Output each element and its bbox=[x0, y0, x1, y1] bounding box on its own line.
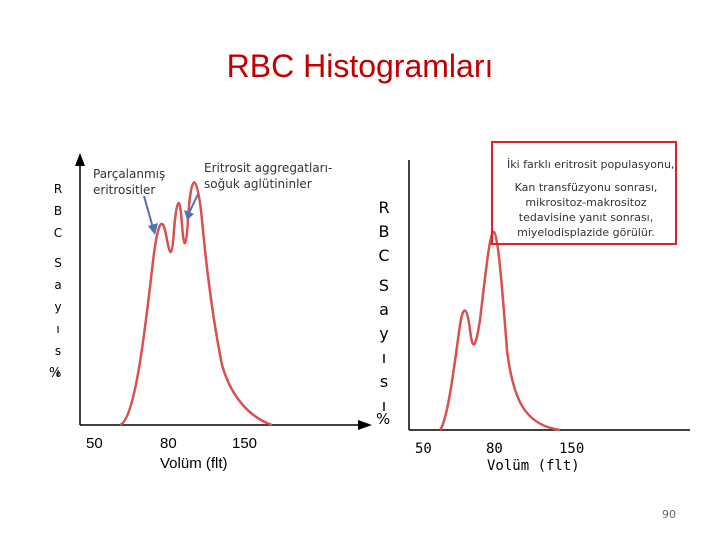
right-ylabel-letter: S bbox=[378, 276, 390, 295]
left-ylabel-letter: B bbox=[53, 204, 63, 218]
page-number: 90 bbox=[662, 508, 676, 521]
right-ylabel-letter: a bbox=[379, 300, 389, 319]
right-ylabel-letter: ı bbox=[381, 396, 387, 415]
aggregates-annotation: Eritrosit aggregatları- soğuk aglütininl… bbox=[204, 161, 333, 191]
left-ylabel-letter: C bbox=[53, 226, 63, 240]
right-y-axis-label: R B C S a y ı s ı bbox=[375, 196, 393, 418]
left-ylabel-letter: y bbox=[54, 300, 62, 314]
left-xtick-150: 150 bbox=[232, 435, 258, 452]
two-populations-detail: Kan transfüzyonu sonrası, mikrositoz-mak… bbox=[514, 181, 658, 239]
right-xtick-80: 80 bbox=[486, 441, 503, 457]
aggregates-arrow-head bbox=[184, 210, 194, 220]
right-xtick-150: 150 bbox=[559, 441, 585, 457]
fragmented-arrow bbox=[143, 195, 154, 229]
left-ylabel-letter: ı bbox=[56, 366, 60, 380]
right-histogram-curve bbox=[438, 230, 561, 432]
page-title: RBC Histogramları bbox=[226, 48, 494, 84]
left-x-axis-arrow bbox=[358, 420, 372, 430]
right-ylabel-letter: s bbox=[379, 372, 389, 391]
left-y-axis-percent: % bbox=[49, 366, 62, 381]
right-xtick-50: 50 bbox=[415, 441, 432, 457]
left-x-axis-label: Volüm (flt) bbox=[160, 455, 228, 472]
fragmented-arrow-head bbox=[148, 223, 158, 235]
left-ylabel-letter: R bbox=[53, 182, 63, 196]
left-ylabel-letter: s bbox=[54, 344, 62, 358]
annotation-highlight-box bbox=[491, 141, 677, 245]
two-populations-annotation: İki farklı eritrosit populasyonu, bbox=[507, 158, 675, 171]
left-xtick-50: 50 bbox=[86, 435, 103, 452]
right-ylabel-letter: ı bbox=[381, 348, 387, 367]
right-y-axis-percent: % bbox=[376, 410, 391, 428]
right-ylabel-letter: B bbox=[378, 222, 390, 241]
left-y-axis-label: R B C S a y ı s ı bbox=[51, 178, 65, 384]
left-histogram-curve bbox=[119, 181, 273, 427]
left-y-axis-arrow bbox=[75, 153, 85, 166]
aggregates-arrow bbox=[188, 193, 199, 214]
right-x-axis-label: Volüm (flt) bbox=[487, 458, 580, 474]
fragmented-annotation: Parçalanmış eritrositler bbox=[93, 167, 166, 197]
left-ylabel-letter: ı bbox=[56, 322, 60, 336]
right-ylabel-letter: y bbox=[379, 324, 389, 343]
left-xtick-80: 80 bbox=[160, 435, 177, 452]
right-ylabel-letter: R bbox=[378, 198, 390, 217]
left-ylabel-letter: a bbox=[54, 278, 62, 292]
right-ylabel-letter: C bbox=[378, 246, 390, 265]
left-ylabel-letter: S bbox=[54, 256, 62, 270]
